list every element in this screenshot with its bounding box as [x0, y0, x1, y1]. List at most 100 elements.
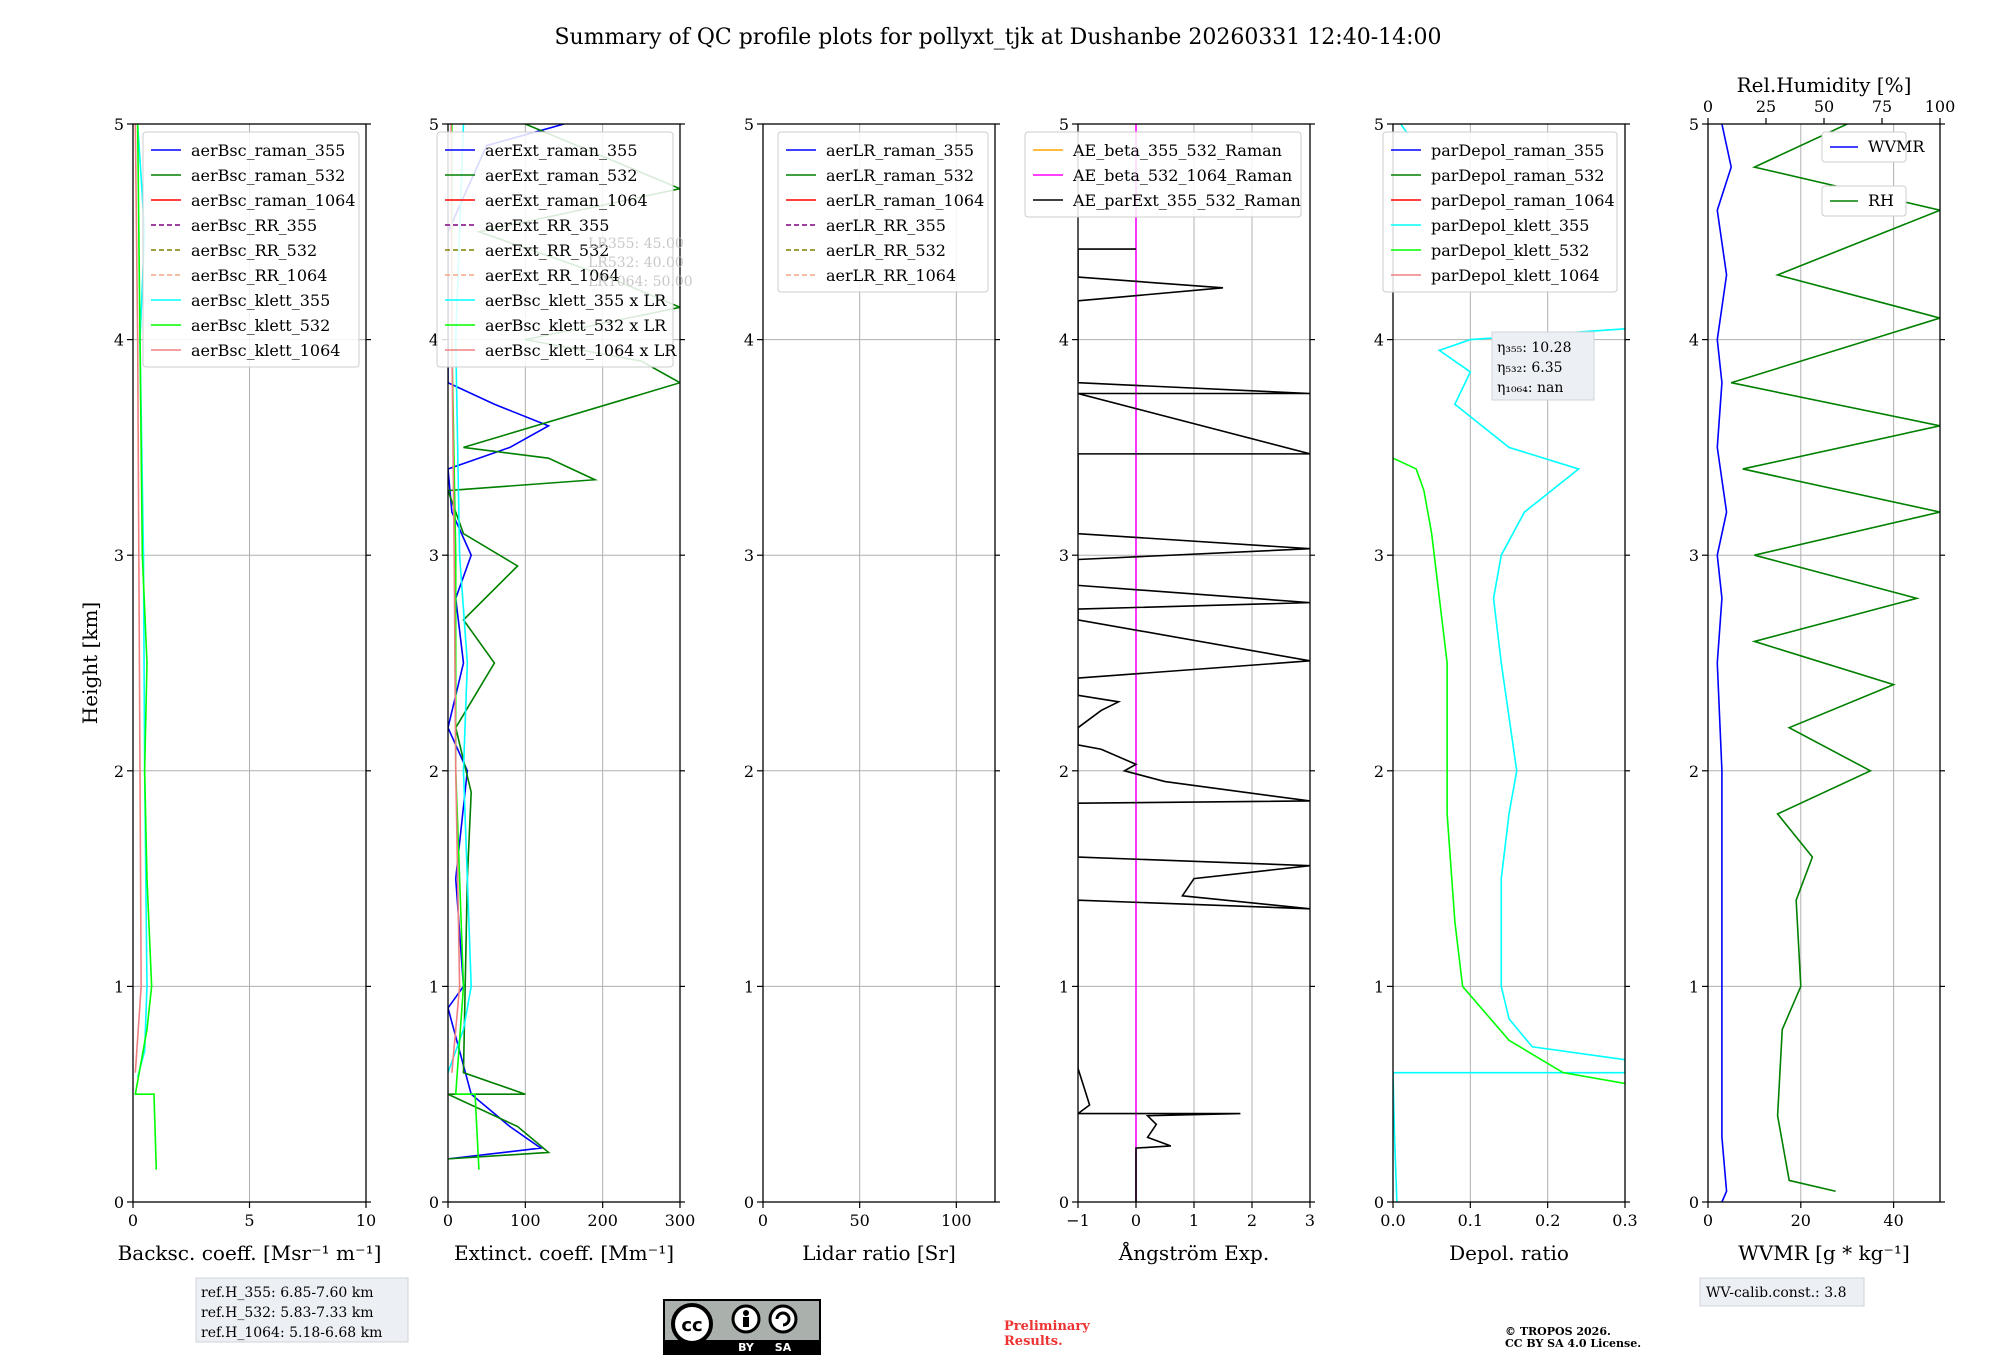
series-RH [1730, 124, 1940, 1192]
x-tick-label: 50 [849, 1211, 869, 1230]
series-parDepol_klett_355 [1393, 328, 1625, 1202]
x-tick-label: 300 [665, 1211, 696, 1230]
y-tick-label: 1 [1059, 977, 1069, 996]
legend-label: parDepol_klett_1064 [1431, 266, 1600, 285]
y-tick-label: 5 [1059, 115, 1069, 134]
y-tick-label: 2 [1059, 762, 1069, 781]
legend-label: aerBsc_RR_355 [191, 216, 317, 235]
y-tick-label: 1 [114, 977, 124, 996]
legend-label: aerLR_RR_355 [826, 216, 946, 235]
legend-label: aerLR_raman_355 [826, 141, 974, 160]
legend-label: aerBsc_raman_1064 [191, 191, 356, 210]
x-tick-label: 40 [1883, 1211, 1903, 1230]
legend-label: AE_beta_532_1064_Raman [1072, 166, 1292, 185]
legend-box [1821, 185, 1907, 217]
legend-label: aerLR_RR_532 [826, 241, 946, 260]
y-axis-label: Height [km] [78, 602, 102, 724]
axes-frame [132, 123, 367, 1203]
legend-label: aerBsc_RR_532 [191, 241, 317, 260]
panel-extinction: 0 100 200 300 0 1 2 3 4 5 Extinct. coeff. [Mm⁻¹] ae… [429, 115, 695, 1265]
legend-label: aerExt_raman_532 [485, 166, 638, 185]
y-tick-label: 0 [1059, 1193, 1069, 1212]
x-tick-label: 0 [128, 1211, 138, 1230]
y-tick-label: 0 [1374, 1193, 1384, 1212]
x-tick-label: 100 [941, 1211, 972, 1230]
series-AE_parExt_355_532_Raman [1078, 248, 1310, 1202]
x-axis-label: Lidar ratio [Sr] [802, 1241, 956, 1265]
legend-box [1382, 131, 1618, 293]
y-tick-label: 0 [744, 1193, 754, 1212]
wv-calib-text: WV-calib.const.: 3.8 [1706, 1285, 1846, 1301]
y-tick-label: 3 [114, 546, 124, 565]
x-axis-label: Ångström Exp. [1118, 1240, 1269, 1265]
x-axis-label: Depol. ratio [1449, 1241, 1569, 1265]
x-tick-label: 1 [1189, 1211, 1199, 1230]
legend-label: aerBsc_klett_532 x LR [485, 316, 667, 335]
x-tick-label: 0.2 [1535, 1211, 1560, 1230]
series-aerBsc_klett_1064 [134, 124, 142, 1073]
panel-lidar_ratio: 0 50 100 0 1 2 3 4 5 Lidar ratio [Sr] aerLR_raman_… [744, 115, 1000, 1265]
ref-h-1064: ref.H_1064: 5.18-6.68 km [201, 1325, 382, 1341]
preliminary-text: Preliminary [1004, 1319, 1090, 1334]
license-text: CC BY SA 4.0 License. [1505, 1337, 1641, 1350]
eta-annotation: η₁₀₆₄: nan [1497, 380, 1563, 396]
x-tick-label: 0.1 [1458, 1211, 1483, 1230]
axes-frame [447, 123, 681, 1203]
y-tick-label: 2 [429, 762, 439, 781]
y-tick-label: 4 [1374, 331, 1384, 350]
eta-annotation: η₅₃₂: 6.35 [1497, 360, 1563, 376]
y-tick-label: 4 [744, 331, 754, 350]
cc-by-label: BY [738, 1341, 755, 1354]
legend-box [1024, 131, 1302, 218]
top-x-tick-label: 75 [1872, 97, 1892, 116]
legend-label: aerBsc_RR_1064 [191, 266, 327, 285]
y-tick-label: 2 [1689, 762, 1699, 781]
legend-label: parDepol_klett_355 [1431, 216, 1589, 235]
y-tick-label: 4 [114, 331, 124, 350]
legend-label: RH [1868, 191, 1894, 210]
x-tick-label: 0 [1703, 1211, 1713, 1230]
y-tick-label: 2 [114, 762, 124, 781]
y-tick-label: 0 [429, 1193, 439, 1212]
x-tick-label: 5 [244, 1211, 254, 1230]
panel-depol: 0.0 0.1 0.2 0.3 0 1 2 3 4 5 Depol. ratio parDepol_r… [1374, 115, 1638, 1265]
y-tick-label: 3 [1374, 546, 1384, 565]
lr-annotation: LR355: 45.00 [588, 236, 684, 252]
top-x-tick-label: 25 [1756, 97, 1776, 116]
legend-label: parDepol_klett_532 [1431, 241, 1589, 260]
x-axis-label: Extinct. coeff. [Mm⁻¹] [454, 1241, 674, 1265]
y-tick-label: 3 [1689, 546, 1699, 565]
y-tick-label: 1 [429, 977, 439, 996]
legend-label: AE_beta_355_532_Raman [1072, 141, 1282, 160]
legend-label: aerBsc_klett_1064 x LR [485, 341, 677, 360]
x-tick-label: 10 [356, 1211, 376, 1230]
y-tick-label: 5 [1689, 115, 1699, 134]
x-tick-label: −1 [1066, 1211, 1090, 1230]
lr-annotation: LR1064: 50.00 [588, 274, 693, 290]
legend-label: aerLR_RR_1064 [826, 266, 956, 285]
y-tick-label: 1 [1689, 977, 1699, 996]
copyright-text: © TROPOS 2026. [1505, 1325, 1611, 1338]
lr-annotation: LR532: 40.00 [588, 255, 684, 271]
series-group [1716, 124, 1940, 1202]
top-axis-label: Rel.Humidity [%] [1737, 73, 1912, 97]
x-tick-label: 3 [1305, 1211, 1315, 1230]
y-tick-label: 2 [744, 762, 754, 781]
series-group [1078, 124, 1310, 1202]
y-tick-label: 5 [1374, 115, 1384, 134]
legend-label: parDepol_raman_355 [1431, 141, 1604, 160]
legend-box [142, 131, 360, 368]
panel-wvmr: 0 20 40 0 1 2 3 4 5 WVMR [g * kg⁻¹] 0 25 50 75 100 Rel.… [1689, 73, 1955, 1265]
x-axis-label: Backsc. coeff. [Msr⁻¹ m⁻¹] [118, 1241, 382, 1265]
legend-label: aerExt_RR_1064 [485, 266, 620, 285]
axes-frame [1392, 123, 1626, 1203]
legend-box [777, 131, 989, 293]
cc-mark: cc [681, 1315, 702, 1336]
x-tick-label: 2 [1247, 1211, 1257, 1230]
y-tick-label: 5 [114, 115, 124, 134]
legend-label: aerExt_raman_355 [485, 141, 638, 160]
legend-label: WVMR [1868, 137, 1925, 156]
legend-label: aerBsc_klett_1064 [191, 341, 340, 360]
